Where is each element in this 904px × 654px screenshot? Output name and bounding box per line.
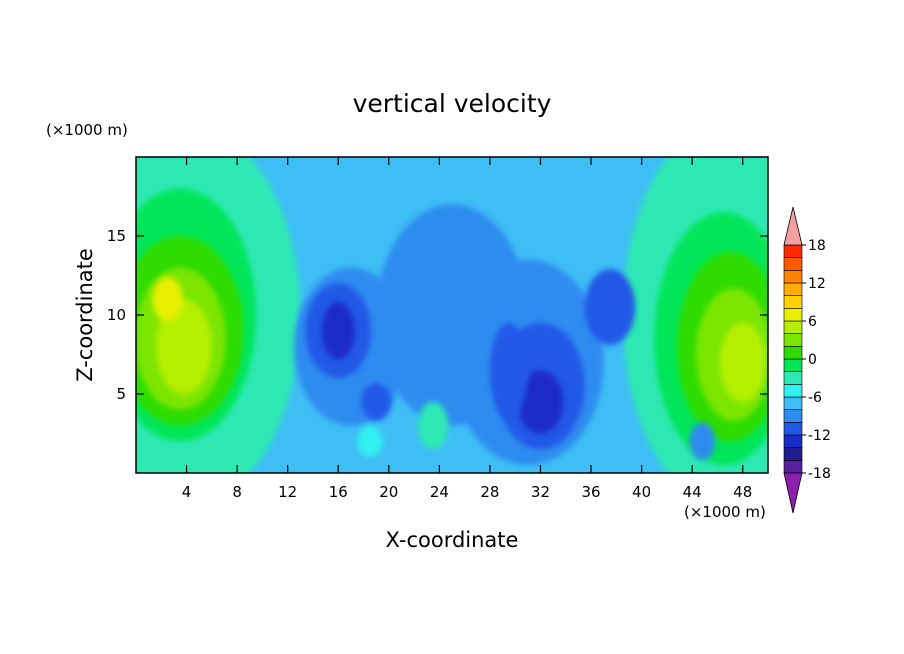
colorbar-swatch <box>783 270 803 284</box>
x-tick-label: 40 <box>632 483 651 501</box>
contour-region-25 <box>689 422 715 461</box>
x-tick-label: 20 <box>379 483 398 501</box>
colorbar-swatch <box>783 371 803 385</box>
colorbar-tick-label: 0 <box>808 352 817 368</box>
colorbar-max-extend <box>783 206 803 246</box>
colorbar: 18 12 6 0 -6 -12 -18 <box>783 206 831 514</box>
colorbar-swatch <box>783 434 803 448</box>
colorbar-tick-label: 6 <box>808 314 817 330</box>
colorbar-swatch <box>783 396 803 410</box>
contour-region-12 <box>719 322 766 402</box>
colorbar-swatch <box>783 308 803 322</box>
colorbar-swatch <box>783 358 803 372</box>
y-tick-label: 5 <box>116 385 126 403</box>
x-axis-label: X-coordinate <box>386 528 519 552</box>
colorbar-swatch <box>783 346 803 360</box>
x-axis-unit: (×1000 m) <box>684 503 766 521</box>
colorbar-swatch <box>783 295 803 309</box>
colorbar-swatch <box>783 409 803 423</box>
x-tick-label: 24 <box>430 483 449 501</box>
x-tick-label: 12 <box>278 483 297 501</box>
y-tick-label: 15 <box>107 227 126 245</box>
y-axis-unit: (×1000 m) <box>46 121 128 139</box>
contour-region-20 <box>489 322 528 418</box>
contour-region-22 <box>597 277 623 322</box>
colorbar-swatch <box>783 384 803 398</box>
velocity-field <box>136 157 768 473</box>
contour-region-7 <box>156 299 212 394</box>
colorbar-min-extend <box>783 472 803 514</box>
colorbar-tick-label: -18 <box>808 466 831 482</box>
x-axis-ticks: 4 8 12 16 20 24 28 32 36 40 44 48 <box>182 157 752 501</box>
colorbar-swatch <box>783 244 803 258</box>
y-tick-label: 10 <box>107 306 126 324</box>
x-tick-label: 44 <box>683 483 702 501</box>
x-tick-label: 36 <box>581 483 600 501</box>
x-tick-label: 28 <box>480 483 499 501</box>
contour-region-16 <box>360 382 392 421</box>
y-axis-ticks: 5 10 15 <box>107 227 768 403</box>
colorbar-swatch <box>783 460 803 474</box>
colorbar-swatch <box>783 320 803 334</box>
x-tick-label: 32 <box>531 483 550 501</box>
colorbar-tick-label: -6 <box>808 390 822 406</box>
colorbar-swatch <box>783 333 803 347</box>
contour-region-24 <box>357 425 383 458</box>
colorbar-tick-label: -12 <box>808 428 831 444</box>
colorbar-swatch <box>783 282 803 296</box>
colorbar-tick-label: 18 <box>808 238 826 254</box>
contour-region-8 <box>152 277 183 322</box>
x-tick-label: 4 <box>182 483 192 501</box>
colorbar-tick-label: 12 <box>808 276 826 292</box>
colorbar-swatch <box>783 257 803 271</box>
chart-title: vertical velocity <box>353 89 552 118</box>
x-tick-label: 48 <box>733 483 752 501</box>
contour-region-23 <box>417 401 449 450</box>
y-axis-label: Z-coordinate <box>73 248 97 382</box>
contour-region-15 <box>321 302 355 360</box>
x-tick-label: 16 <box>329 483 348 501</box>
colorbar-swatch <box>783 422 803 436</box>
colorbar-swatch <box>783 447 803 461</box>
contour-region-19 <box>517 370 564 434</box>
x-tick-label: 8 <box>232 483 242 501</box>
